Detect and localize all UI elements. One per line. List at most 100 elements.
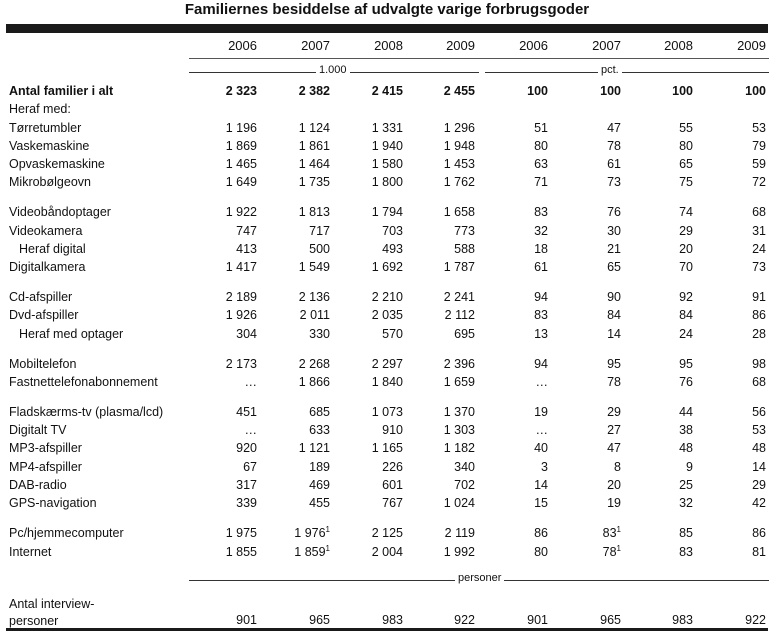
column-header-year: 2006 <box>228 38 257 53</box>
table-cell: 500 <box>309 241 330 256</box>
table-cell: 1 787 <box>443 260 475 275</box>
table-row: Antal familier i alt 2 323 2 382 2 415 2 455… <box>9 82 771 100</box>
table-cell: 47 <box>607 441 621 456</box>
table-cell: 1 417 <box>225 260 257 275</box>
table-cell: 13 <box>534 326 548 341</box>
table-cell: 1 182 <box>443 441 475 456</box>
table-cell: 2 396 <box>443 356 475 371</box>
table-cell: 70 <box>679 260 693 275</box>
table-cell: 2 297 <box>371 356 403 371</box>
table-cell: 68 <box>752 205 766 220</box>
table-cell: 920 <box>236 441 257 456</box>
table-cell: 339 <box>236 496 257 511</box>
table-cell: 19 <box>607 496 621 511</box>
column-header-year: 2008 <box>374 38 403 53</box>
column-header-year: 2007 <box>301 38 330 53</box>
table-cell: 32 <box>679 496 693 511</box>
table-cell: 24 <box>752 241 766 256</box>
row-label: Heraf med optager <box>19 326 124 341</box>
table-cell: 100 <box>527 84 548 98</box>
table-cell: 1 659 <box>443 374 475 389</box>
table-cell: 75 <box>679 175 693 190</box>
table-cell: … <box>244 374 258 389</box>
table-cell: 226 <box>382 459 403 474</box>
interview-label-line2: personer <box>9 614 59 628</box>
table-cell: 80 <box>534 138 548 153</box>
table-cell: 14 <box>534 478 548 493</box>
table-cell: 1 121 <box>298 441 330 456</box>
table-row: Videokamera 747 717 703 773 32 30 29 31 <box>9 222 771 240</box>
table-cell: 86 <box>752 308 766 323</box>
row-label: Pc/hjemmecomputer <box>9 526 124 541</box>
table-cell: 78 <box>607 138 621 153</box>
table-cell: 633 <box>309 423 330 438</box>
table-cell: 685 <box>309 404 330 419</box>
footnote-marker: 1 <box>616 543 621 553</box>
table-cell: 2 035 <box>371 308 403 323</box>
table-row: Videobåndoptager 1 922 1 813 1 794 1 658 83 76… <box>9 203 771 221</box>
top-rule <box>6 24 768 33</box>
row-label: Antal familier i alt <box>9 84 114 98</box>
table-cell: 78 <box>607 374 621 389</box>
table-row: MP3-afspiller 920 1 121 1 165 1 182 40 47 48 48 <box>9 439 771 457</box>
table-cell: 67 <box>243 459 257 474</box>
table-cell: 469 <box>309 478 330 493</box>
table-cell: 65 <box>607 260 621 275</box>
table-cell: 94 <box>534 290 548 305</box>
table-row: Dvd-afspiller 1 926 2 011 2 035 2 112 83 84 84 8… <box>9 306 771 324</box>
table-cell: 695 <box>454 326 475 341</box>
interview-value: 965 <box>600 613 621 627</box>
table-cell: 85 <box>679 526 693 541</box>
table-cell: 340 <box>454 459 475 474</box>
row-label: Fladskærms-tv (plasma/lcd) <box>9 404 164 419</box>
table-cell: 20 <box>607 478 621 493</box>
table-cell: 95 <box>607 356 621 371</box>
row-label: Heraf med: <box>9 102 71 117</box>
table-cell: 1 926 <box>225 308 257 323</box>
table-cell: 72 <box>752 175 766 190</box>
interview-value: 965 <box>309 613 330 627</box>
row-label: Mikrobølgeovn <box>9 175 91 190</box>
table-cell: 40 <box>534 441 548 456</box>
table-cell: 2 210 <box>371 290 403 305</box>
table-cell: 2 125 <box>371 526 403 541</box>
table-cell: 71 <box>534 175 548 190</box>
table-cell: 1 649 <box>225 175 257 190</box>
interview-label-line1: Antal interview- <box>9 597 95 611</box>
table-cell: 14 <box>607 326 621 341</box>
table-cell: 53 <box>752 423 766 438</box>
table-row: GPS-navigation 339 455 767 1 024 15 19 32 42 <box>9 494 771 512</box>
table-cell: 2 189 <box>225 290 257 305</box>
interview-value: 983 <box>382 613 403 627</box>
table-cell: 451 <box>236 404 257 419</box>
table-row: Heraf med: <box>9 100 771 118</box>
table-cell: 588 <box>454 241 475 256</box>
table-cell: 1 948 <box>443 138 475 153</box>
interview-value: 901 <box>527 613 548 627</box>
footnote-marker: 1 <box>325 525 330 535</box>
column-header-year: 2009 <box>737 38 766 53</box>
table-cell: 2 415 <box>371 84 403 98</box>
table-cell: 2 011 <box>299 308 330 323</box>
table-cell: 1 331 <box>371 120 403 135</box>
table-cell: 1 940 <box>371 138 403 153</box>
table-cell: 1 453 <box>443 157 475 172</box>
row-label: Cd-afspiller <box>9 290 73 305</box>
table-cell: 84 <box>679 308 693 323</box>
table-row: Fastnettelefonabonnement … 1 866 1 840 1 659… <box>9 373 771 391</box>
table-row: Pc/hjemmecomputer 1 975 1 9761 2 125 2 119 86… <box>9 524 771 542</box>
unit-label-thousand: 1.000 <box>316 64 350 76</box>
table-cell: 2 455 <box>443 84 475 98</box>
table-cell: 1 922 <box>225 205 257 220</box>
table-row: Digitalt TV … 633 910 1 303 … 27 38 53 <box>9 421 771 439</box>
table-cell: 3 <box>541 459 548 474</box>
table-cell: 1 303 <box>443 423 475 438</box>
table-row: Mikrobølgeovn 1 649 1 735 1 800 1 762 71 73 75 7… <box>9 173 771 191</box>
header-divider <box>189 58 769 59</box>
table-cell: 910 <box>382 423 403 438</box>
table-cell: 2 004 <box>371 544 403 559</box>
column-header-year: 2006 <box>519 38 548 53</box>
table-cell: 1 165 <box>371 441 403 456</box>
table-cell: 1 992 <box>443 544 475 559</box>
table-cell: 1 465 <box>225 157 257 172</box>
